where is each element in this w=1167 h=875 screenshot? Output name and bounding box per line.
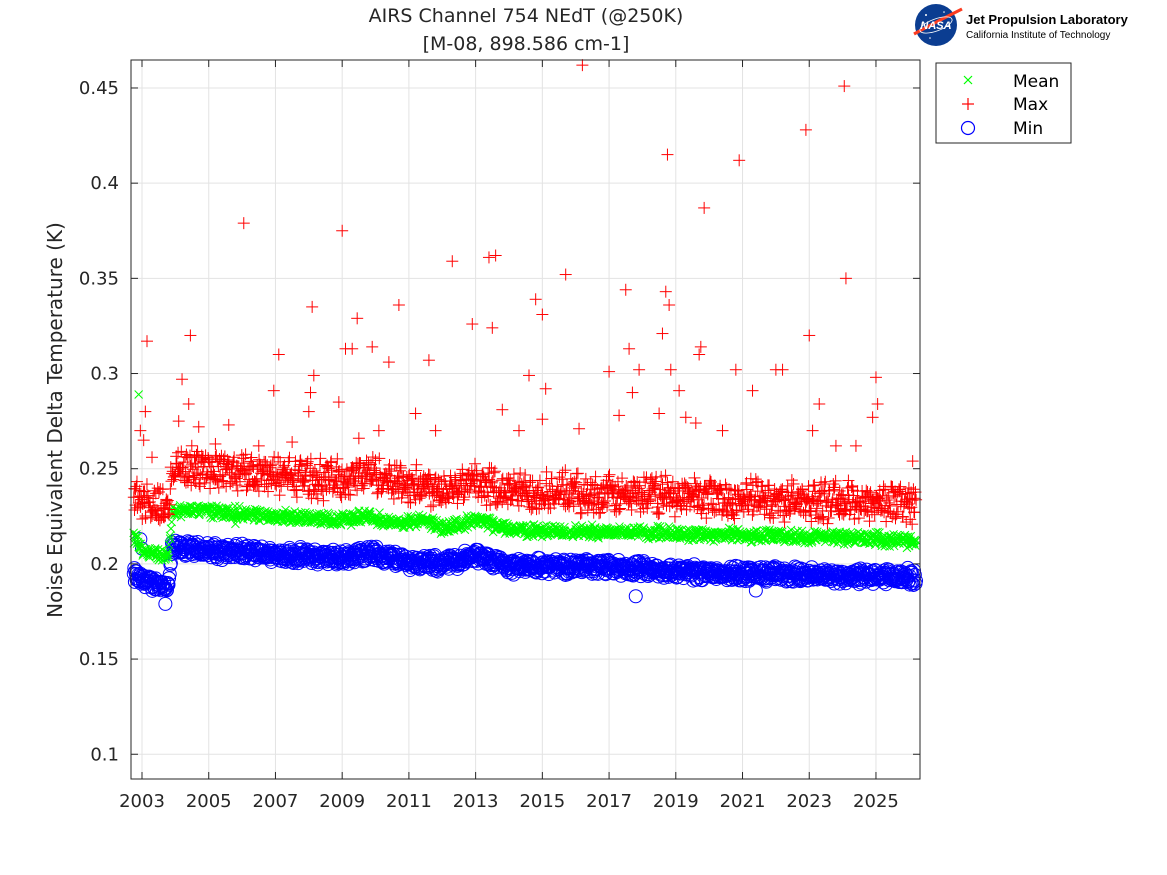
chart-subtitle: [M-08, 898.586 cm-1] [423, 33, 630, 55]
point-min [161, 577, 176, 592]
point-min [185, 547, 200, 562]
legend-label-min: Min [1013, 119, 1043, 139]
data-marks [126, 59, 924, 611]
y-tick-label: 0.45 [79, 78, 119, 99]
y-tick-label: 0.4 [90, 173, 119, 194]
nasa-badge-text: NASA [920, 20, 951, 32]
y-tick-label: 0.15 [79, 649, 119, 670]
y-tick-label: 0.1 [90, 744, 119, 765]
x-tick-label: 2015 [519, 791, 565, 812]
x-tick-label: 2003 [119, 791, 165, 812]
legend-label-max: Max [1013, 95, 1048, 115]
series-min [126, 532, 924, 611]
x-tick-label: 2023 [786, 791, 832, 812]
y-axis-label: Noise Equivalent Delta Temperature (K) [43, 222, 67, 618]
y-tick-label: 0.25 [79, 459, 119, 480]
x-tick-label: 2007 [253, 791, 299, 812]
x-tick-label: 2025 [853, 791, 899, 812]
x-tick-label: 2017 [586, 791, 632, 812]
legend-label-mean: Mean [1013, 72, 1059, 92]
point-min [162, 567, 177, 582]
x-tick-label: 2011 [386, 791, 432, 812]
jpl-title: Jet Propulsion Laboratory [966, 12, 1129, 27]
x-tick-label: 2009 [319, 791, 365, 812]
plot-area [131, 60, 920, 779]
legend: Mean Max Min [935, 62, 1072, 144]
x-tick-label: 2005 [186, 791, 232, 812]
x-tick-label: 2019 [653, 791, 699, 812]
jpl-subtitle: California Institute of Technology [966, 30, 1110, 41]
point-min [162, 571, 177, 586]
chart-title: AIRS Channel 754 NEdT (@250K) [369, 5, 684, 27]
point-min [159, 583, 174, 598]
y-tick-label: 0.2 [90, 554, 119, 575]
x-tick-label: 2013 [453, 791, 499, 812]
y-tick-label: 0.3 [90, 364, 119, 385]
y-tick-label: 0.35 [79, 268, 119, 289]
x-tick-label: 2021 [720, 791, 766, 812]
